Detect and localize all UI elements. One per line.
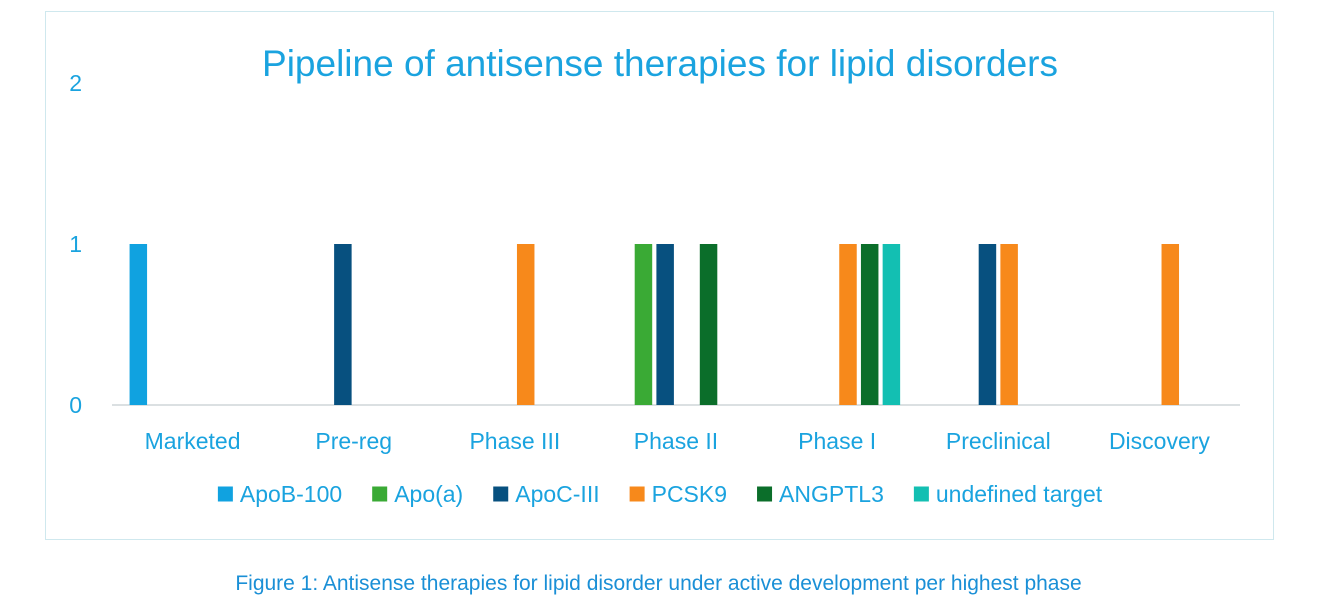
bar bbox=[129, 244, 148, 405]
y-axis-ticks: 0 1 2 bbox=[69, 70, 82, 418]
x-category-label: Phase II bbox=[634, 428, 718, 454]
x-category-label: Discovery bbox=[1109, 428, 1210, 454]
bar bbox=[1000, 244, 1018, 405]
legend-item: ApoC-III bbox=[493, 481, 600, 507]
x-category-label: Phase I bbox=[798, 428, 876, 454]
y-tick-label: 1 bbox=[69, 231, 82, 257]
bar bbox=[334, 244, 352, 405]
legend-swatch bbox=[757, 486, 773, 502]
legend-item: PCSK9 bbox=[629, 481, 727, 507]
chart-title: Pipeline of antisense therapies for lipi… bbox=[262, 43, 1058, 84]
y-tick-label: 2 bbox=[69, 70, 82, 96]
bar bbox=[699, 244, 718, 405]
legend-item: Apo(a) bbox=[372, 481, 463, 507]
bar bbox=[516, 244, 535, 405]
figure-caption: Figure 1: Antisense therapies for lipid … bbox=[235, 572, 1082, 595]
legend-swatch bbox=[913, 486, 929, 502]
legend-label: PCSK9 bbox=[652, 481, 727, 507]
bar bbox=[1161, 244, 1180, 405]
legend-label: ANGPTL3 bbox=[779, 481, 884, 507]
legend-swatch bbox=[217, 486, 233, 502]
bar bbox=[860, 244, 879, 405]
x-category-label: Pre-reg bbox=[315, 428, 392, 454]
legend-item: ApoB-100 bbox=[217, 481, 342, 507]
bar bbox=[882, 244, 901, 405]
legend-item: ANGPTL3 bbox=[757, 481, 884, 507]
legend-label: ApoC-III bbox=[515, 481, 599, 507]
bars-group bbox=[129, 244, 1180, 405]
legend-swatch bbox=[372, 486, 388, 502]
legend-label: Apo(a) bbox=[394, 481, 463, 507]
legend-swatch bbox=[493, 486, 509, 502]
bar bbox=[656, 244, 674, 405]
legend-swatch bbox=[629, 486, 645, 502]
legend-label: undefined target bbox=[936, 481, 1103, 507]
bar bbox=[634, 244, 653, 405]
bar bbox=[839, 244, 857, 405]
legend: ApoB-100 Apo(a) ApoC-III PCSK9 ANGPTL3 undefi… bbox=[217, 481, 1103, 507]
legend-item: undefined target bbox=[913, 481, 1103, 507]
x-category-label: Phase III bbox=[469, 428, 560, 454]
x-category-label: Marketed bbox=[145, 428, 241, 454]
x-category-label: Preclinical bbox=[946, 428, 1051, 454]
bar bbox=[978, 244, 997, 405]
category-labels: Marketed Pre-reg Phase III Phase II Phase I P… bbox=[145, 428, 1211, 454]
y-tick-label: 0 bbox=[69, 392, 82, 418]
legend-label: ApoB-100 bbox=[240, 481, 342, 507]
